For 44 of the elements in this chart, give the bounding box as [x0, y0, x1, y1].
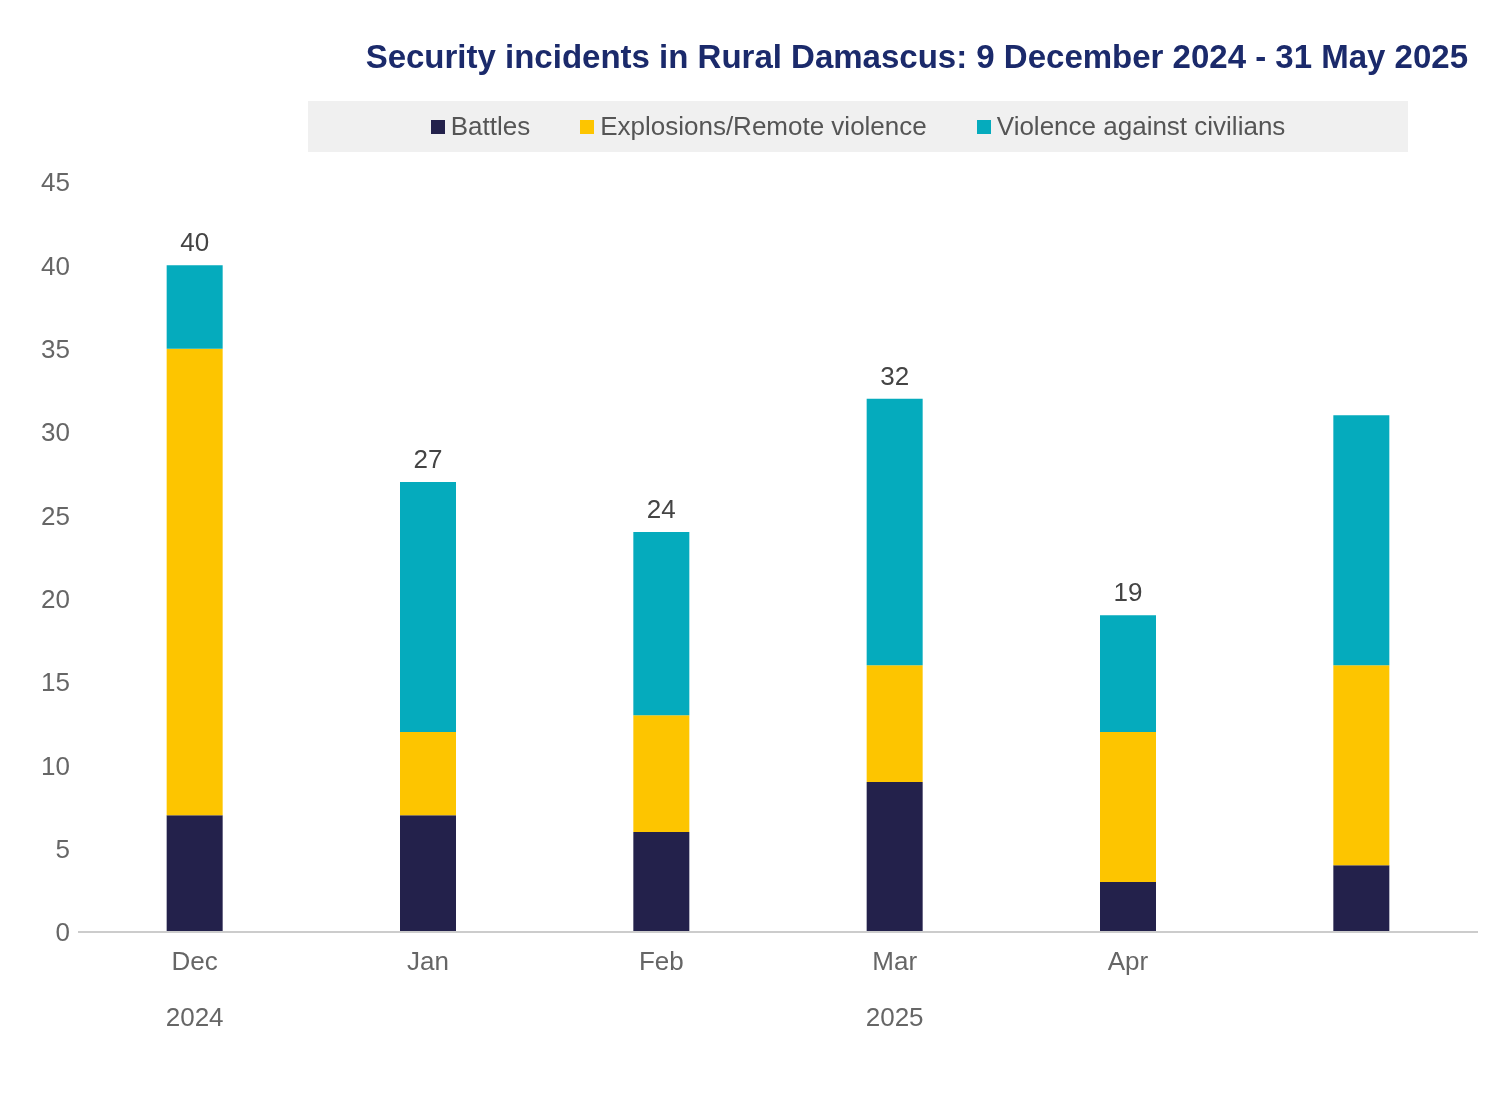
bar	[633, 832, 690, 932]
y-tick-label: 5	[55, 833, 70, 864]
y-tick-label: 35	[41, 333, 70, 364]
x-tick-label: Dec	[171, 946, 218, 976]
bar	[400, 482, 456, 732]
total-label: 40	[180, 227, 210, 258]
bar	[633, 715, 690, 832]
y-tick-label: 30	[41, 417, 70, 448]
legend-label: Explosions/Remote violence	[599, 111, 927, 142]
x-tick-label: Feb	[638, 946, 684, 976]
text: 2025	[864, 1002, 925, 1033]
total-label: 19	[1113, 577, 1143, 608]
bar	[866, 665, 923, 782]
bar	[1100, 732, 1156, 882]
bar	[1333, 865, 1390, 932]
bar	[400, 815, 456, 932]
bar	[166, 265, 223, 349]
y-tick-label: 40	[41, 250, 70, 281]
bar	[1100, 882, 1156, 932]
bar	[166, 815, 223, 932]
bar	[1100, 615, 1156, 732]
y-tick-label: 20	[41, 583, 70, 614]
text: 2024	[164, 1002, 225, 1033]
bar	[400, 732, 456, 816]
legend-label: Battles	[449, 111, 531, 142]
y-tick-label: 15	[41, 667, 70, 698]
y-tick-label: 25	[41, 500, 70, 531]
bar	[866, 398, 923, 666]
y-tick-label: 10	[41, 750, 70, 781]
bar	[166, 348, 223, 816]
legend-label: Violence against civilians	[995, 111, 1286, 142]
total-label: 32	[880, 360, 910, 391]
total-label: 24	[646, 494, 676, 524]
bar	[866, 782, 923, 932]
bar	[1333, 415, 1390, 666]
x-tick-label: Mar	[872, 946, 918, 976]
x-tick-label: Jan	[407, 946, 449, 976]
bar	[633, 532, 690, 716]
chart-title: Security incidents in Rural Damascus: 9 December 2024 - 31 May 2025	[364, 37, 1469, 76]
x-tick-label: Apr	[1107, 946, 1149, 976]
y-tick-label: 0	[55, 917, 70, 948]
bar	[1333, 665, 1390, 866]
total-label: 27	[413, 444, 443, 474]
y-tick-label: 45	[41, 167, 70, 198]
